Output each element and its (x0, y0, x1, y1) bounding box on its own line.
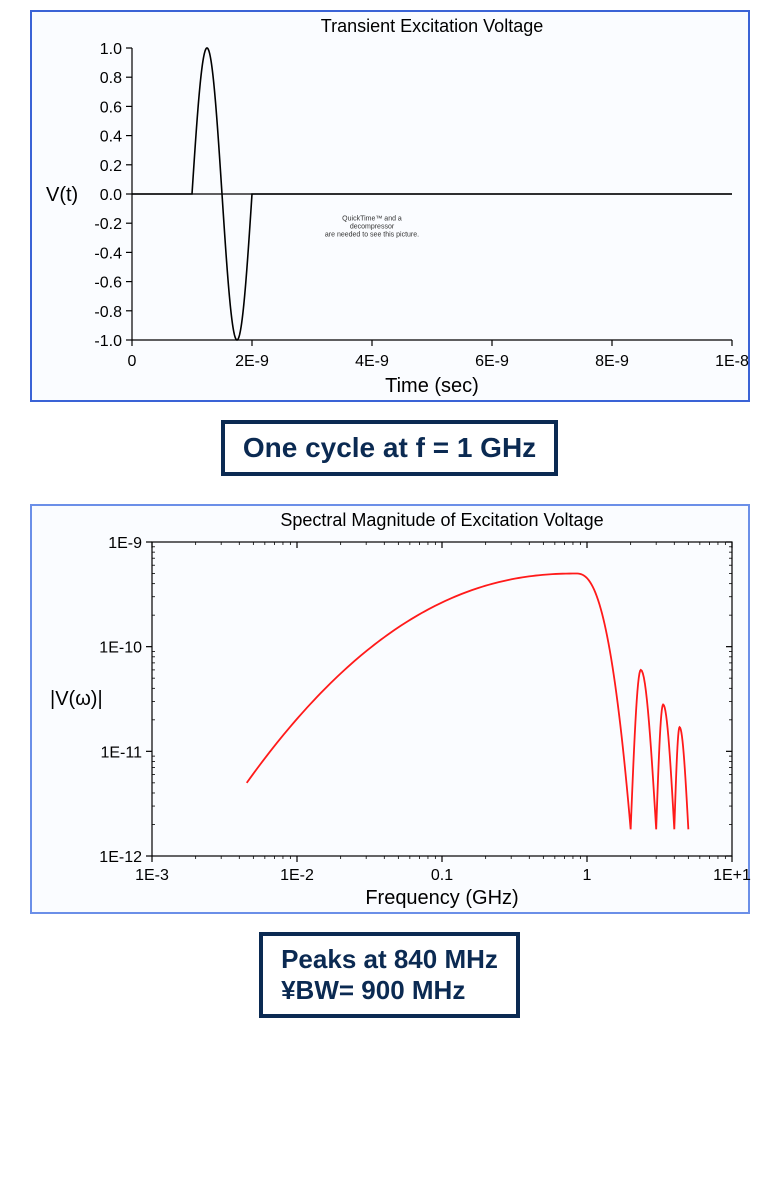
svg-text:2E-9: 2E-9 (235, 353, 269, 370)
svg-text:Frequency (GHz): Frequency (GHz) (365, 887, 518, 909)
svg-text:1E-9: 1E-9 (108, 535, 142, 552)
caption-peaks-line1: Peaks at 840 MHz (281, 944, 498, 975)
svg-text:-1.0: -1.0 (94, 333, 122, 350)
svg-text:|V(ω)|: |V(ω)| (50, 688, 103, 710)
caption-one-cycle: One cycle at f = 1 GHz (221, 420, 558, 476)
svg-text:6E-9: 6E-9 (475, 353, 509, 370)
svg-text:-0.2: -0.2 (94, 216, 122, 233)
svg-text:-0.6: -0.6 (94, 275, 122, 292)
caption-one-cycle-text: One cycle at f = 1 GHz (243, 432, 536, 464)
svg-text:-0.4: -0.4 (94, 245, 122, 262)
svg-text:0.2: 0.2 (99, 158, 121, 175)
svg-text:1.0: 1.0 (99, 41, 121, 58)
transient-voltage-chart: Transient Excitation Voltage 0 2E-9 4E-9 6E-… (32, 12, 752, 404)
svg-text:Transient Excitation Voltage: Transient Excitation Voltage (320, 16, 542, 36)
svg-text:1E+1: 1E+1 (713, 867, 751, 884)
svg-text:Time (sec): Time (sec) (385, 375, 479, 397)
svg-text:QuickTime™ and a: QuickTime™ and a (342, 215, 402, 222)
spectral-magnitude-chart-frame: Spectral Magnitude of Excitation Voltage… (30, 504, 750, 914)
svg-text:0.8: 0.8 (99, 70, 121, 87)
svg-text:1: 1 (582, 867, 591, 884)
spectral-magnitude-chart: Spectral Magnitude of Excitation Voltage… (32, 506, 752, 916)
svg-text:V(t): V(t) (46, 184, 78, 206)
transient-voltage-chart-frame: Transient Excitation Voltage 0 2E-9 4E-9 6E-… (30, 10, 750, 402)
page-root: { "chart1": { "type": "line", "title": "… (0, 0, 779, 1076)
svg-text:0.0: 0.0 (99, 187, 121, 204)
svg-text:0.6: 0.6 (99, 99, 121, 116)
svg-text:decompressor: decompressor (349, 223, 394, 230)
svg-text:8E-9: 8E-9 (595, 353, 629, 370)
svg-text:1E-11: 1E-11 (100, 744, 142, 761)
svg-text:1E-3: 1E-3 (135, 867, 169, 884)
svg-text:1E-8: 1E-8 (715, 353, 749, 370)
svg-text:0: 0 (127, 353, 136, 370)
svg-text:1E-12: 1E-12 (99, 849, 142, 866)
svg-text:are needed to see this picture: are needed to see this picture. (324, 231, 418, 238)
caption-peaks-line2: ¥BW= 900 MHz (281, 975, 498, 1006)
svg-text:Spectral Magnitude of Excitati: Spectral Magnitude of Excitation Voltage (280, 510, 603, 530)
svg-text:0.1: 0.1 (430, 867, 452, 884)
caption-peaks-bw: Peaks at 840 MHz ¥BW= 900 MHz (259, 932, 520, 1018)
svg-text:1E-10: 1E-10 (99, 640, 142, 657)
svg-text:1E-2: 1E-2 (280, 867, 314, 884)
svg-text:-0.8: -0.8 (94, 304, 122, 321)
svg-text:0.4: 0.4 (99, 129, 121, 146)
svg-text:4E-9: 4E-9 (355, 353, 389, 370)
